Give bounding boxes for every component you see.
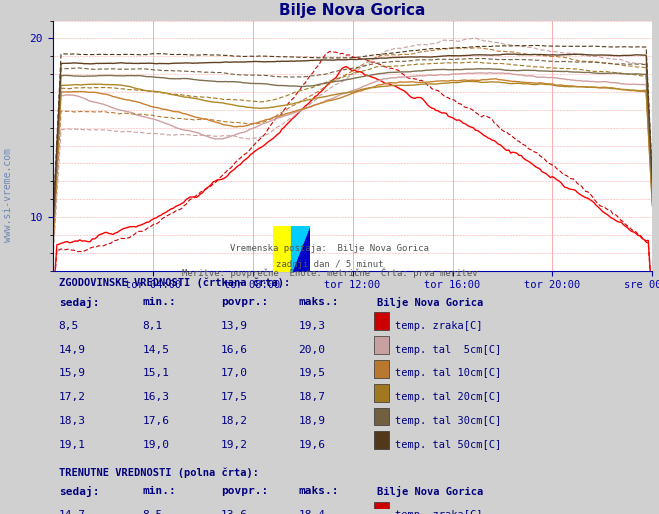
- Text: temp. tal 50cm[C]: temp. tal 50cm[C]: [395, 440, 501, 450]
- Text: zadnji dan / 5 minut: zadnji dan / 5 minut: [275, 260, 384, 269]
- Polygon shape: [291, 226, 310, 272]
- Text: sedaj:: sedaj:: [59, 486, 100, 497]
- Text: temp. tal 30cm[C]: temp. tal 30cm[C]: [395, 416, 501, 426]
- Text: 19,5: 19,5: [299, 369, 326, 378]
- Text: povpr.:: povpr.:: [221, 486, 268, 496]
- Text: 8,5: 8,5: [142, 510, 163, 514]
- Text: 18,7: 18,7: [299, 392, 326, 402]
- Text: 20,0: 20,0: [299, 344, 326, 355]
- Text: Bilje Nova Gorica: Bilje Nova Gorica: [376, 297, 483, 308]
- Text: temp. zraka[C]: temp. zraka[C]: [395, 321, 482, 331]
- FancyBboxPatch shape: [374, 431, 389, 449]
- Text: 16,6: 16,6: [221, 344, 248, 355]
- Text: temp. tal  5cm[C]: temp. tal 5cm[C]: [395, 344, 501, 355]
- Text: maks.:: maks.:: [299, 297, 339, 307]
- Text: 19,1: 19,1: [59, 440, 86, 450]
- Text: 18,2: 18,2: [221, 416, 248, 426]
- Polygon shape: [291, 226, 310, 272]
- Text: 14,7: 14,7: [59, 510, 86, 514]
- FancyBboxPatch shape: [374, 313, 389, 330]
- Text: 19,6: 19,6: [299, 440, 326, 450]
- Text: 17,6: 17,6: [142, 416, 169, 426]
- Text: 17,0: 17,0: [221, 369, 248, 378]
- Text: 17,5: 17,5: [221, 392, 248, 402]
- Text: 18,4: 18,4: [299, 510, 326, 514]
- Title: Bilje Nova Gorica: Bilje Nova Gorica: [279, 3, 426, 18]
- Text: TRENUTNE VREDNOSTI (polna črta):: TRENUTNE VREDNOSTI (polna črta):: [59, 467, 259, 478]
- Text: 19,3: 19,3: [299, 321, 326, 331]
- Text: 13,6: 13,6: [221, 510, 248, 514]
- Bar: [273, 226, 291, 272]
- Text: 8,5: 8,5: [59, 321, 79, 331]
- Text: 16,3: 16,3: [142, 392, 169, 402]
- FancyBboxPatch shape: [374, 384, 389, 401]
- Text: 18,3: 18,3: [59, 416, 86, 426]
- Text: 14,9: 14,9: [59, 344, 86, 355]
- Text: Vremenska postaja:  Bilje Nova Gorica: Vremenska postaja: Bilje Nova Gorica: [230, 244, 429, 253]
- Text: maks.:: maks.:: [299, 486, 339, 496]
- Text: 8,1: 8,1: [142, 321, 163, 331]
- Text: 14,5: 14,5: [142, 344, 169, 355]
- FancyBboxPatch shape: [374, 502, 389, 514]
- Text: 13,9: 13,9: [221, 321, 248, 331]
- FancyBboxPatch shape: [374, 360, 389, 378]
- Text: min.:: min.:: [142, 297, 177, 307]
- FancyBboxPatch shape: [374, 408, 389, 426]
- Text: sedaj:: sedaj:: [59, 297, 100, 308]
- Text: temp. tal 10cm[C]: temp. tal 10cm[C]: [395, 369, 501, 378]
- Text: 15,1: 15,1: [142, 369, 169, 378]
- Text: povpr.:: povpr.:: [221, 297, 268, 307]
- Text: 19,2: 19,2: [221, 440, 248, 450]
- Text: min.:: min.:: [142, 486, 177, 496]
- Text: 18,9: 18,9: [299, 416, 326, 426]
- Text: 17,2: 17,2: [59, 392, 86, 402]
- Text: temp. zraka[C]: temp. zraka[C]: [395, 510, 482, 514]
- FancyBboxPatch shape: [374, 336, 389, 354]
- Text: ZGODOVINSKE VREDNOSTI (črtkana črta):: ZGODOVINSKE VREDNOSTI (črtkana črta):: [59, 278, 290, 288]
- Text: Meritve: povprečne  Enote: metrične  Črta: prva meritev: Meritve: povprečne Enote: metrične Črta:…: [182, 267, 477, 278]
- Text: Bilje Nova Gorica: Bilje Nova Gorica: [376, 486, 483, 497]
- Text: 15,9: 15,9: [59, 369, 86, 378]
- Text: 19,0: 19,0: [142, 440, 169, 450]
- Text: temp. tal 20cm[C]: temp. tal 20cm[C]: [395, 392, 501, 402]
- Text: www.si-vreme.com: www.si-vreme.com: [3, 149, 13, 242]
